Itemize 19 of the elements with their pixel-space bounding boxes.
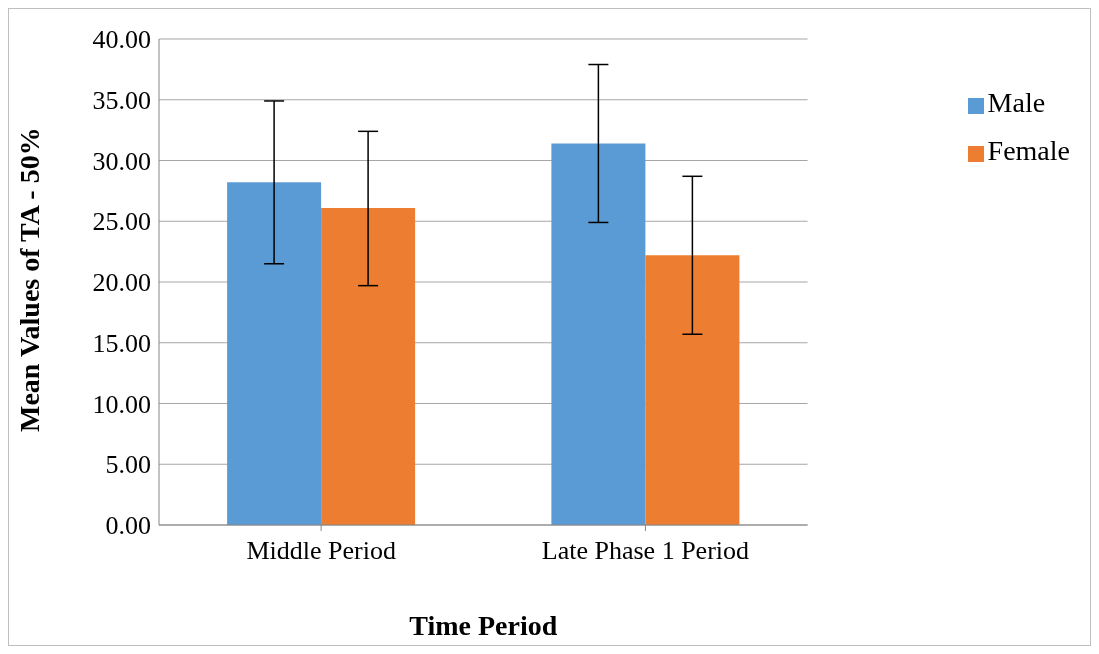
bar [645, 255, 740, 525]
y-tick-label: 5.00 [105, 450, 151, 480]
y-tick-label: 20.00 [92, 268, 151, 298]
bar [227, 182, 322, 525]
y-tick-label: 15.00 [92, 328, 151, 358]
y-tick-label: 35.00 [92, 85, 151, 115]
y-tick-label: 0.00 [105, 511, 151, 541]
y-tick-label: 25.00 [92, 207, 151, 237]
bar [551, 143, 646, 525]
legend-label: Male [987, 87, 1046, 118]
legend-label: Female [987, 135, 1070, 166]
bar [321, 207, 416, 525]
y-tick-label: 40.00 [92, 25, 151, 55]
x-axis-title: Time Period [409, 610, 558, 641]
x-tick-label: Late Phase 1 Period [541, 536, 750, 566]
y-axis-title: Mean Values of TA - 50% [13, 127, 45, 432]
y-tick-label: 30.00 [92, 146, 151, 176]
x-tick-label: Middle Period [246, 536, 396, 566]
y-tick-label: 10.00 [92, 389, 151, 419]
